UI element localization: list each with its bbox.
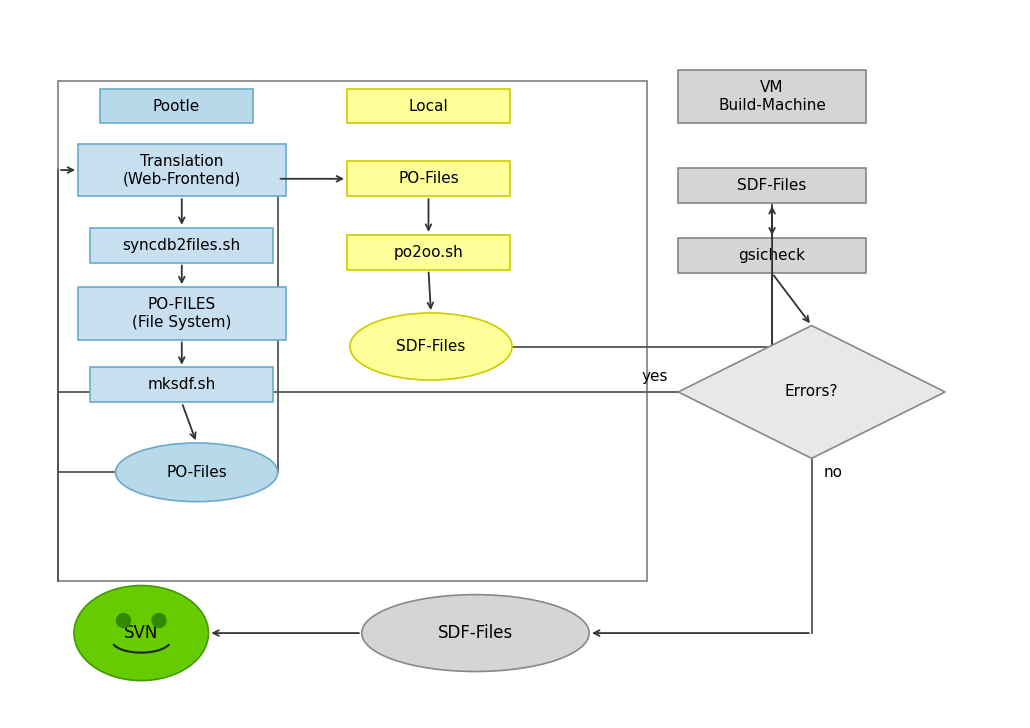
Text: yes: yes bbox=[642, 368, 668, 384]
Text: Local: Local bbox=[409, 98, 448, 114]
Text: SDF-Files: SDF-Files bbox=[397, 339, 466, 354]
Bar bbox=[58, 81, 647, 581]
FancyBboxPatch shape bbox=[78, 144, 285, 197]
Ellipse shape bbox=[116, 614, 131, 628]
Text: mksdf.sh: mksdf.sh bbox=[147, 377, 215, 392]
Ellipse shape bbox=[115, 443, 278, 502]
Ellipse shape bbox=[152, 614, 166, 628]
Text: po2oo.sh: po2oo.sh bbox=[393, 245, 464, 260]
Ellipse shape bbox=[74, 585, 208, 681]
FancyBboxPatch shape bbox=[347, 90, 510, 123]
Text: Pootle: Pootle bbox=[152, 98, 200, 114]
FancyBboxPatch shape bbox=[90, 228, 273, 263]
FancyBboxPatch shape bbox=[78, 287, 285, 339]
FancyBboxPatch shape bbox=[347, 234, 510, 269]
Text: PO-Files: PO-Files bbox=[166, 464, 227, 480]
FancyBboxPatch shape bbox=[678, 168, 866, 203]
Text: no: no bbox=[824, 465, 843, 480]
Text: PO-Files: PO-Files bbox=[399, 171, 458, 186]
FancyBboxPatch shape bbox=[100, 90, 253, 123]
Text: SDF-Files: SDF-Files bbox=[438, 624, 513, 642]
Text: Errors?: Errors? bbox=[785, 384, 838, 400]
Text: gsicheck: gsicheck bbox=[739, 248, 805, 264]
Text: SVN: SVN bbox=[124, 624, 159, 642]
FancyBboxPatch shape bbox=[678, 238, 866, 273]
Ellipse shape bbox=[350, 313, 512, 380]
Ellipse shape bbox=[362, 595, 589, 671]
Text: SDF-Files: SDF-Files bbox=[737, 178, 806, 194]
Text: PO-FILES
(File System): PO-FILES (File System) bbox=[132, 297, 232, 330]
FancyBboxPatch shape bbox=[90, 368, 273, 403]
Polygon shape bbox=[678, 325, 946, 459]
Text: Translation
(Web-Frontend): Translation (Web-Frontend) bbox=[123, 154, 241, 186]
FancyBboxPatch shape bbox=[678, 71, 866, 123]
FancyBboxPatch shape bbox=[347, 162, 510, 197]
Text: VM
Build-Machine: VM Build-Machine bbox=[718, 81, 826, 113]
Text: syncdb2files.sh: syncdb2files.sh bbox=[123, 237, 240, 253]
